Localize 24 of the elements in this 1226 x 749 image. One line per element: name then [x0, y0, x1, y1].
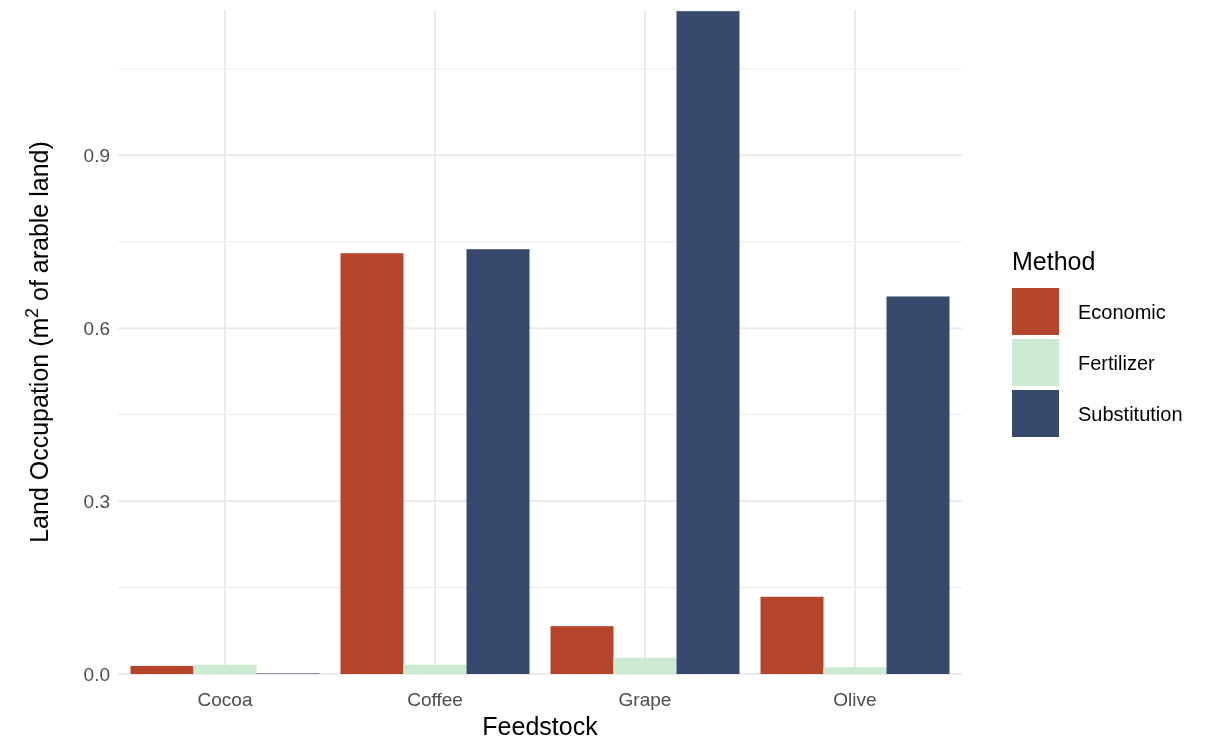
x-tick-label: Grape: [618, 689, 672, 710]
legend-label: Economic: [1078, 301, 1166, 323]
x-tick-label: Cocoa: [197, 689, 253, 710]
bar: [193, 664, 257, 674]
bar: [676, 11, 740, 674]
x-tick-label: Olive: [833, 689, 877, 710]
y-tick-label: 0.6: [83, 317, 110, 339]
bar: [130, 665, 194, 674]
bar: [823, 667, 887, 674]
x-tick-label: Coffee: [407, 689, 463, 710]
bar: [550, 626, 614, 674]
bar: [340, 253, 404, 674]
bar: [760, 596, 824, 674]
legend-title: Method: [1012, 247, 1096, 275]
bar: [403, 664, 467, 674]
x-axis-title: Feedstock: [482, 712, 599, 740]
y-tick-label: 0.3: [83, 490, 110, 512]
bar: [886, 296, 950, 674]
bar: [466, 249, 530, 674]
legend-label: Fertilizer: [1078, 352, 1156, 374]
legend-label: Substitution: [1078, 403, 1183, 425]
y-tick-label: 0.0: [83, 663, 110, 685]
bar: [613, 657, 677, 674]
y-tick-label: 0.9: [83, 144, 110, 166]
